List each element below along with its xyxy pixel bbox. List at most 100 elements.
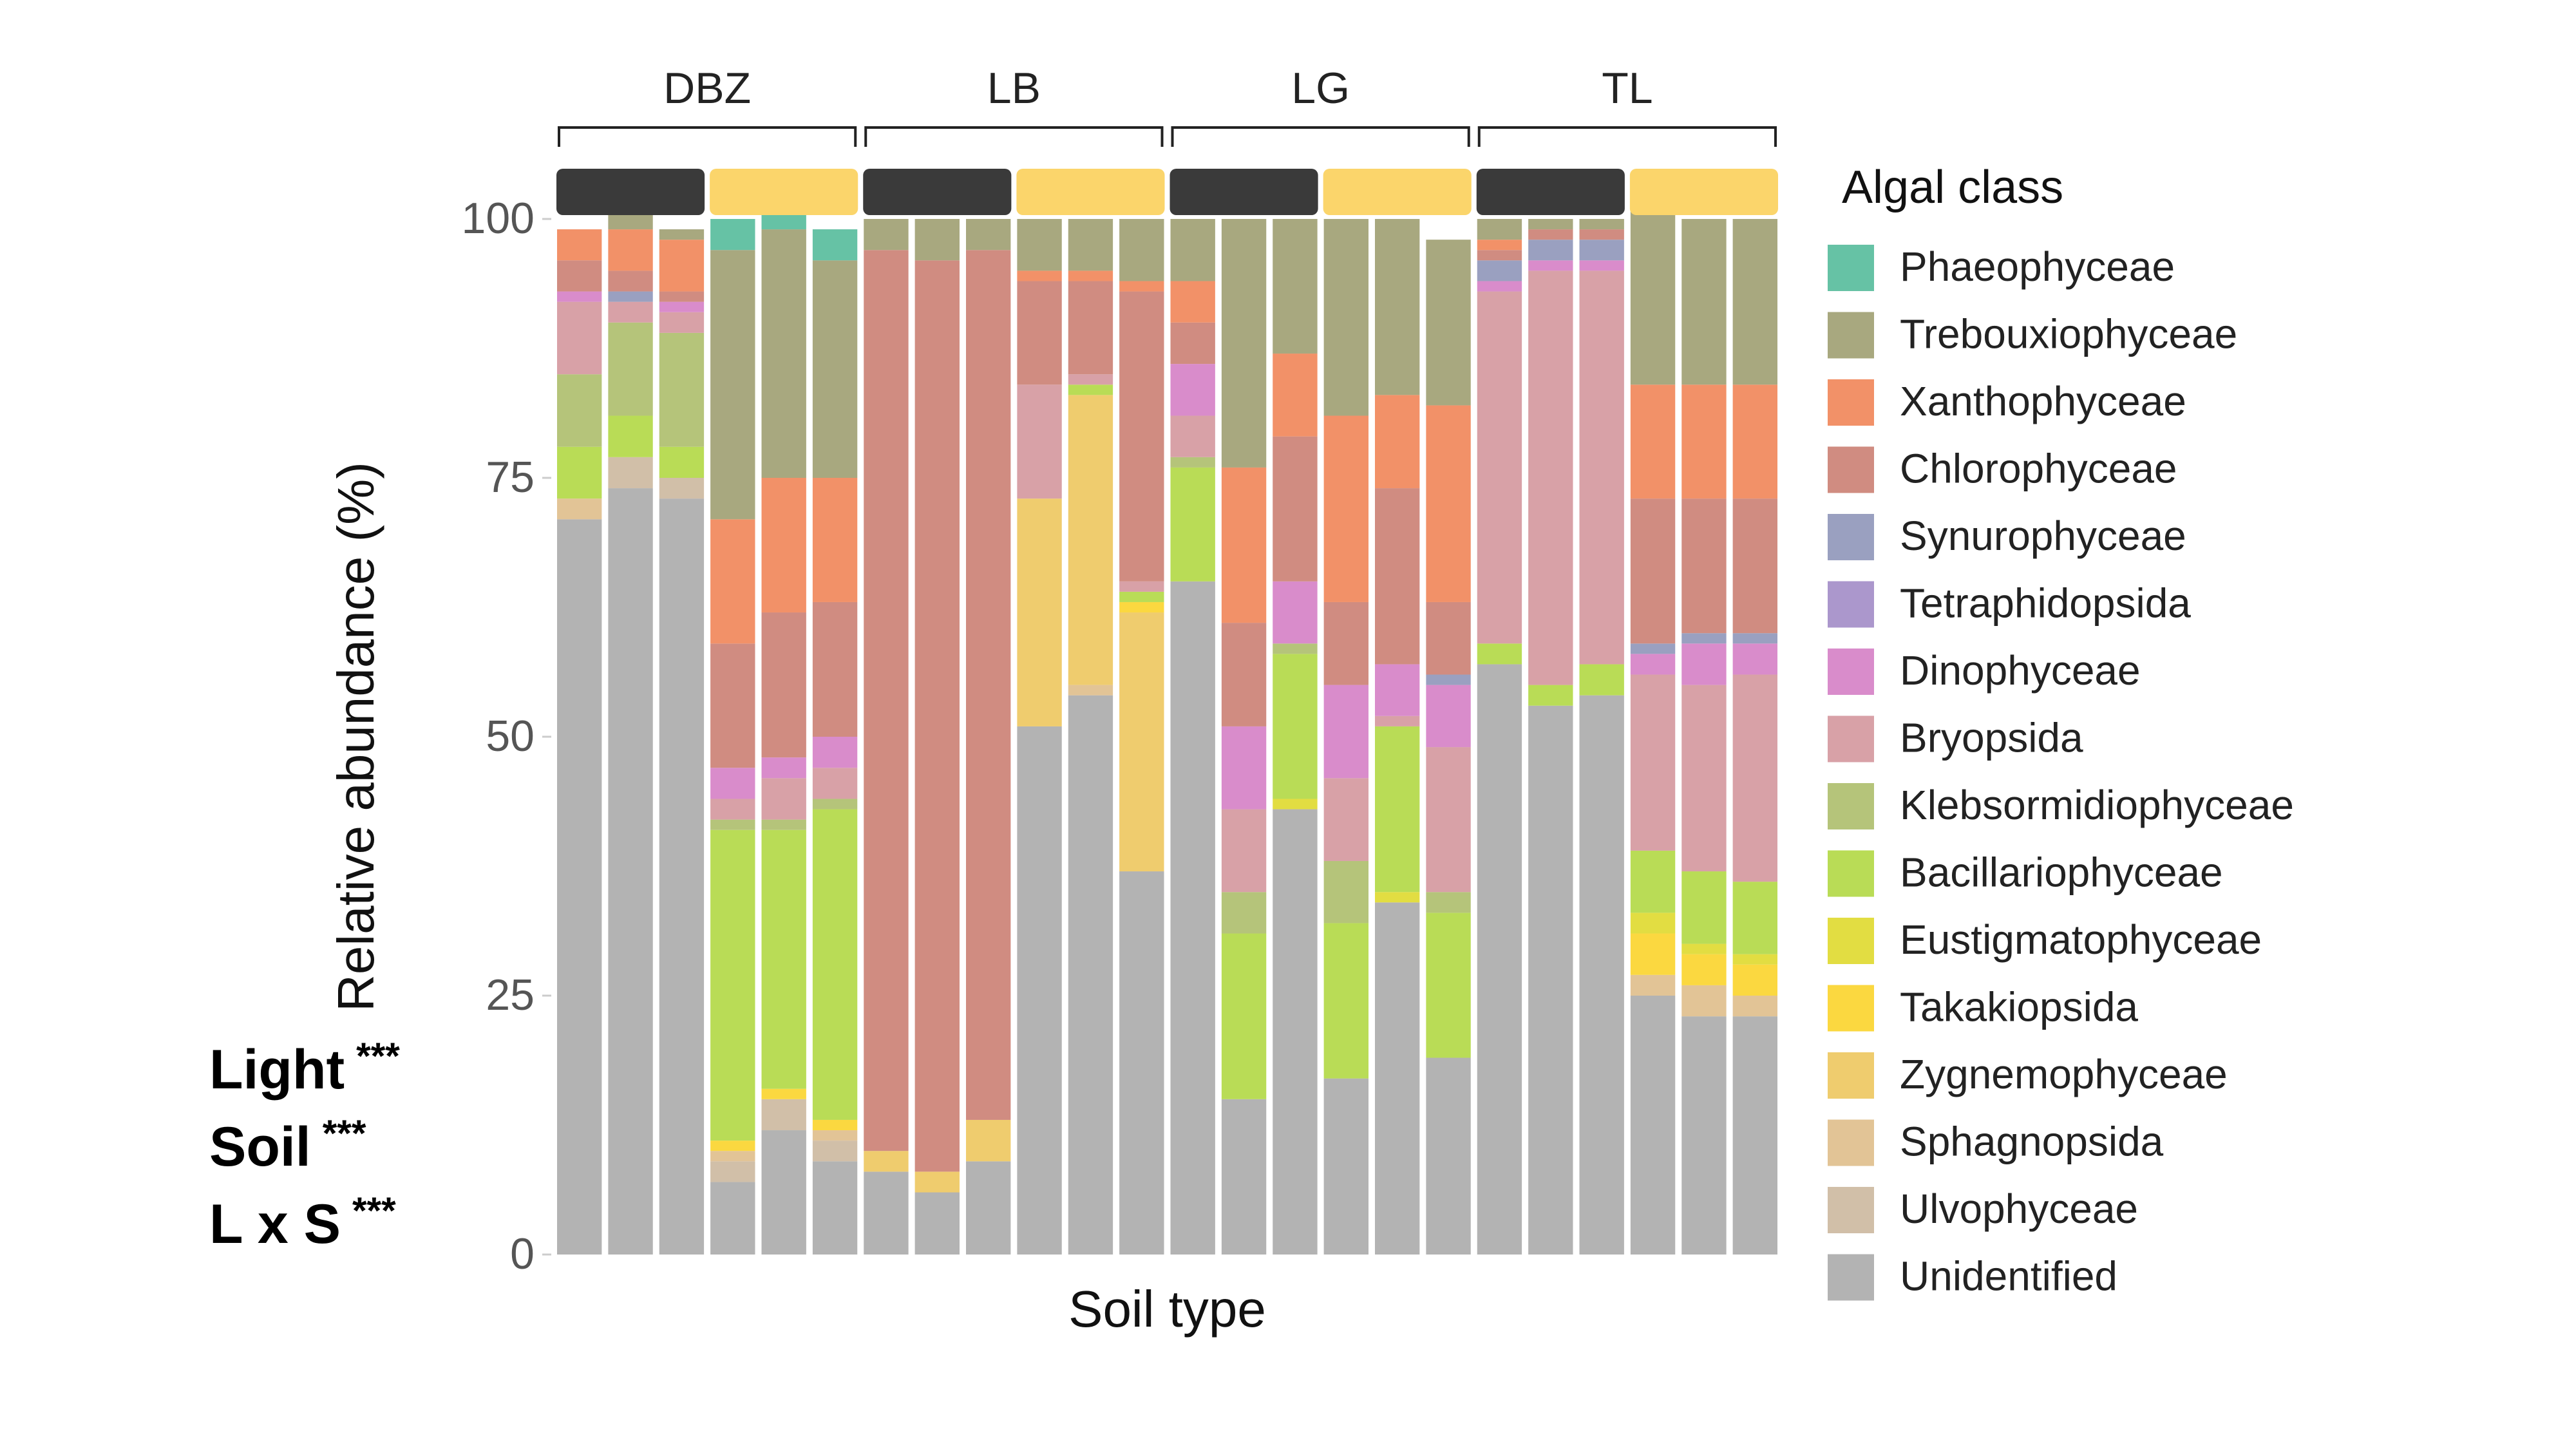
bar-segment-dinophyceae bbox=[1528, 260, 1573, 271]
stacked-bar bbox=[761, 198, 806, 1255]
bar-segment-trebouxiophyceae bbox=[1477, 219, 1522, 240]
dark-treatment-bar bbox=[1170, 169, 1318, 215]
legend-swatch bbox=[1828, 985, 1874, 1032]
bar-segment-bryopsida bbox=[1375, 715, 1420, 726]
bar-segment-zygnemophyceae bbox=[914, 1171, 960, 1193]
bar-segment-bryopsida bbox=[1681, 685, 1727, 872]
y-axis: 0 25 50 75 100 bbox=[462, 194, 551, 1278]
bar-segment-bacillariophyceae bbox=[557, 446, 602, 499]
bar-segment-unidentified bbox=[966, 1161, 1011, 1255]
bar-segment-takakiopsida bbox=[1681, 954, 1727, 985]
bar-segment-bacillariophyceae bbox=[761, 829, 806, 1089]
stacked-bar bbox=[1477, 219, 1522, 1255]
bar-segment-ulvophyceae bbox=[812, 1141, 858, 1162]
y-tick-label: 75 bbox=[486, 453, 535, 502]
dark-treatment-bar bbox=[863, 169, 1012, 215]
legend-swatch bbox=[1828, 783, 1874, 829]
bar-segment-xanthophyceae bbox=[761, 478, 806, 613]
bar-segment-bacillariophyceae bbox=[1323, 923, 1368, 1079]
stacked-bar bbox=[812, 229, 858, 1255]
bar-segment-dinophyceae bbox=[1221, 726, 1267, 810]
legend-label: Chlorophyceae bbox=[1900, 446, 2177, 492]
bar-segment-takakiopsida bbox=[1732, 964, 1777, 996]
bar-segment-zygnemophyceae bbox=[1017, 498, 1062, 726]
bar-segment-bacillariophyceae bbox=[1477, 643, 1522, 665]
bar-segment-chlorophyceae bbox=[659, 291, 705, 302]
bar-segment-dinophyceae bbox=[812, 737, 858, 768]
bar-segment-sphagnopsida bbox=[557, 498, 602, 520]
bar-segment-bryopsida bbox=[1119, 581, 1164, 592]
legend-label: Takakiopsida bbox=[1900, 984, 2138, 1030]
bar-segment-bacillariophyceae bbox=[659, 446, 705, 478]
stat-stars: *** bbox=[352, 1190, 396, 1232]
bar-segment-chlorophyceae bbox=[1681, 498, 1727, 634]
bar-segment-klebsormidiophyceae bbox=[1273, 643, 1318, 654]
bar-segment-klebsormidiophyceae bbox=[557, 374, 602, 447]
bar-segment-dinophyceae bbox=[1170, 364, 1215, 416]
bar-segment-zygnemophyceae bbox=[1119, 612, 1164, 872]
bar-segment-xanthophyceae bbox=[1273, 354, 1318, 437]
bar-segment-xanthophyceae bbox=[1477, 240, 1522, 251]
bar-segment-dinophyceae bbox=[1375, 664, 1420, 716]
bar-segment-bryopsida bbox=[1528, 270, 1573, 685]
bar-segment-unidentified bbox=[1323, 1078, 1368, 1255]
legend-label: Bacillariophyceae bbox=[1900, 849, 2223, 896]
bar-segment-trebouxiophyceae bbox=[864, 219, 909, 251]
stacked-bar bbox=[966, 219, 1011, 1255]
stacked-bar bbox=[1732, 219, 1777, 1255]
group-label-dbz: DBZ bbox=[663, 64, 751, 113]
legend-swatch bbox=[1828, 715, 1874, 762]
bar-segment-sphagnopsida bbox=[812, 1130, 858, 1141]
legend-swatch bbox=[1828, 514, 1874, 560]
bar-segment-trebouxiophyceae bbox=[1119, 219, 1164, 281]
bar-segment-phaeophyceae bbox=[812, 229, 858, 261]
bar-segment-eustigmatophyceae bbox=[1375, 892, 1420, 903]
bar-segment-unidentified bbox=[1732, 1016, 1777, 1255]
bar-segment-unidentified bbox=[1273, 809, 1318, 1255]
bar-segment-dinophyceae bbox=[1681, 643, 1727, 685]
legend-label: Synurophyceae bbox=[1900, 513, 2186, 559]
bar-segment-bryopsida bbox=[1323, 778, 1368, 861]
bar-segment-dinophyceae bbox=[659, 301, 705, 312]
bar-segment-synurophyceae bbox=[1477, 260, 1522, 281]
bar-segment-unidentified bbox=[1068, 695, 1113, 1255]
legend-label: Xanthophyceae bbox=[1900, 378, 2186, 424]
bar-segment-trebouxiophyceae bbox=[1323, 219, 1368, 416]
bar-segment-trebouxiophyceae bbox=[1528, 219, 1573, 230]
bar-segment-takakiopsida bbox=[812, 1119, 858, 1131]
bar-segment-unidentified bbox=[1579, 695, 1624, 1255]
bar-segment-trebouxiophyceae bbox=[1375, 219, 1420, 395]
bar-segment-unidentified bbox=[557, 519, 602, 1255]
stacked-bar bbox=[914, 219, 960, 1255]
legend-item: Trebouxiophyceae bbox=[1828, 311, 2237, 359]
bar-segment-chlorophyceae bbox=[1630, 498, 1676, 644]
bar-segment-bryopsida bbox=[1170, 415, 1215, 457]
bar-segment-bryopsida bbox=[1017, 384, 1062, 499]
light-treatment-bars bbox=[556, 169, 1778, 215]
bar-segment-unidentified bbox=[1528, 705, 1573, 1255]
bar-segment-xanthophyceae bbox=[1017, 270, 1062, 281]
light-treatment-bar bbox=[1323, 169, 1472, 215]
bar-segment-chlorophyceae bbox=[914, 260, 960, 1172]
bar-segment-dinophyceae bbox=[1732, 643, 1777, 675]
bar-segment-takakiopsida bbox=[710, 1141, 755, 1151]
bar-segment-bryopsida bbox=[1630, 674, 1676, 851]
bar-segment-trebouxiophyceae bbox=[1068, 219, 1113, 271]
bar-segment-bacillariophyceae bbox=[1426, 913, 1471, 1058]
legend-swatch bbox=[1828, 446, 1874, 493]
legend-item: Klebsormidiophyceae bbox=[1828, 782, 2294, 829]
bar-segment-xanthophyceae bbox=[1630, 384, 1676, 499]
dark-treatment-bar bbox=[556, 169, 705, 215]
bar-segment-chlorophyceae bbox=[761, 612, 806, 758]
bar-segment-eustigmatophyceae bbox=[1273, 799, 1318, 810]
legend-swatch bbox=[1828, 649, 1874, 695]
stat-label: Soil bbox=[209, 1116, 311, 1178]
bar-segment-chlorophyceae bbox=[1323, 601, 1368, 685]
legend-label: Sphagnopsida bbox=[1900, 1119, 2164, 1165]
bar-segment-bryopsida bbox=[557, 301, 602, 375]
bar-segment-ulvophyceae bbox=[761, 1099, 806, 1131]
bar-segment-synurophyceae bbox=[1630, 643, 1676, 654]
bar-segment-bacillariophyceae bbox=[1221, 933, 1267, 1099]
bar-segment-trebouxiophyceae bbox=[1426, 240, 1471, 406]
bar-segment-dinophyceae bbox=[557, 291, 602, 302]
